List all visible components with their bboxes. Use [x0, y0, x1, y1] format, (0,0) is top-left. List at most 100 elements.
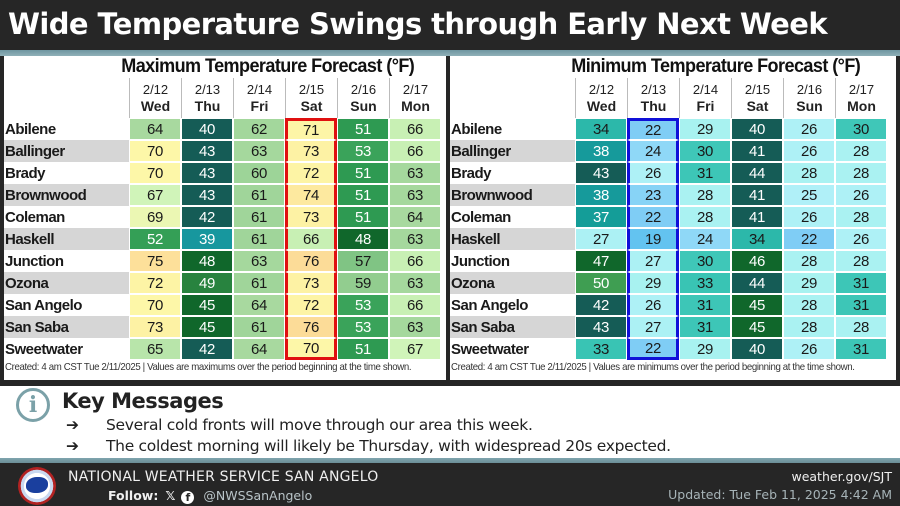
- x-social-icon[interactable]: 𝕏: [165, 488, 176, 503]
- temperature-cell: 43: [181, 162, 233, 184]
- temperature-cell: 57: [337, 250, 389, 272]
- max-temp-title: Maximum Temperature Forecast (°F): [121, 56, 415, 77]
- temperature-cell: 38: [575, 140, 627, 162]
- title-bar: Wide Temperature Swings through Early Ne…: [0, 0, 900, 50]
- min-temp-table: 2/12 Wed 2/13 Thu 2/14 Fri 2/15 Sat 2/16 Sun 2/17 M…: [450, 78, 887, 360]
- temperature-cell: 61: [233, 316, 285, 338]
- column-header: 2/13 Thu: [181, 78, 233, 118]
- min-temp-panel: Minimum Temperature Forecast (°F) 2/12 We…: [450, 56, 896, 380]
- temperature-cell: 28: [835, 206, 887, 228]
- column-date: 2/16: [350, 82, 377, 97]
- temperature-cell: 64: [129, 118, 181, 140]
- accent-strip: [0, 50, 900, 56]
- temperature-cell: 59: [337, 272, 389, 294]
- city-name: San Saba: [450, 316, 575, 338]
- temperature-cell: 67: [389, 338, 441, 360]
- city-name: Coleman: [450, 206, 575, 228]
- column-day: Sat: [746, 98, 769, 114]
- temperature-cell: 47: [575, 250, 627, 272]
- footer-accent-strip: [0, 458, 900, 463]
- table-row: San Saba 73 45 61 76 53 63: [4, 316, 441, 338]
- column-date: 2/17: [402, 82, 429, 97]
- temperature-cell: 30: [679, 140, 731, 162]
- key-message-item: ➔ The coldest morning will likely be Thur…: [66, 437, 671, 455]
- temperature-cell: 51: [337, 206, 389, 228]
- temperature-cell: 70: [129, 162, 181, 184]
- temperature-cell: 76: [285, 250, 337, 272]
- table-row: Abilene 34 22 29 40 26 30: [450, 118, 887, 140]
- temperature-cell: 40: [731, 338, 783, 360]
- temperature-cell: 43: [575, 162, 627, 184]
- table-row: San Angelo 70 45 64 72 53 66: [4, 294, 441, 316]
- table-row: San Angelo 42 26 31 45 28 31: [450, 294, 887, 316]
- temperature-cell: 64: [233, 338, 285, 360]
- temperature-cell: 63: [389, 272, 441, 294]
- column-header: 2/16 Sun: [783, 78, 835, 118]
- temperature-cell: 28: [835, 140, 887, 162]
- follow-row: Follow: 𝕏 f @NWSSanAngelo: [108, 488, 312, 504]
- temperature-cell: 25: [783, 184, 835, 206]
- temperature-cell: 63: [233, 250, 285, 272]
- column-date: 2/13: [640, 82, 667, 97]
- table-row: Junction 47 27 30 46 28 28: [450, 250, 887, 272]
- temperature-cell: 51: [337, 184, 389, 206]
- city-name: Brady: [450, 162, 575, 184]
- header-corner: [450, 78, 575, 118]
- temperature-cell: 51: [337, 162, 389, 184]
- temperature-cell: 61: [233, 272, 285, 294]
- column-header: 2/14 Fri: [233, 78, 285, 118]
- temperature-cell: 44: [731, 272, 783, 294]
- city-name: San Angelo: [450, 294, 575, 316]
- city-name: Brownwood: [450, 184, 575, 206]
- facebook-icon[interactable]: f: [181, 491, 195, 504]
- temperature-cell: 27: [627, 316, 679, 338]
- arrow-right-icon: ➔: [66, 416, 79, 434]
- temperature-cell: 40: [181, 118, 233, 140]
- temperature-cell: 43: [181, 140, 233, 162]
- temperature-cell: 46: [731, 250, 783, 272]
- temperature-cell: 28: [679, 206, 731, 228]
- temperature-cell: 22: [627, 206, 679, 228]
- column-day: Thu: [640, 98, 667, 114]
- temperature-cell: 41: [731, 184, 783, 206]
- table-row: Junction 75 48 63 76 57 66: [4, 250, 441, 272]
- city-name: San Angelo: [4, 294, 129, 316]
- social-handle[interactable]: @NWSSanAngelo: [203, 488, 313, 503]
- table-row: Brady 43 26 31 44 28 28: [450, 162, 887, 184]
- temperature-cell: 48: [337, 228, 389, 250]
- temperature-cell: 45: [181, 316, 233, 338]
- temperature-cell: 63: [389, 228, 441, 250]
- column-date: 2/14: [692, 82, 719, 97]
- footer: NATIONAL WEATHER SERVICE SAN ANGELO Foll…: [0, 463, 900, 506]
- column-day: Wed: [586, 98, 617, 114]
- temperature-cell: 73: [285, 206, 337, 228]
- temperature-cell: 45: [731, 316, 783, 338]
- city-name: Junction: [4, 250, 129, 272]
- city-name: San Saba: [4, 316, 129, 338]
- temperature-cell: 61: [233, 206, 285, 228]
- city-name: Coleman: [4, 206, 129, 228]
- page-title: Wide Temperature Swings through Early Ne…: [8, 7, 828, 41]
- temperature-cell: 61: [233, 228, 285, 250]
- city-name: Abilene: [450, 118, 575, 140]
- city-name: Abilene: [4, 118, 129, 140]
- temperature-cell: 73: [129, 316, 181, 338]
- website-link[interactable]: weather.gov/SJT: [791, 469, 892, 484]
- temperature-cell: 42: [181, 338, 233, 360]
- temperature-cell: 22: [627, 338, 679, 360]
- temperature-cell: 50: [575, 272, 627, 294]
- temperature-cell: 26: [783, 140, 835, 162]
- temperature-cell: 29: [679, 118, 731, 140]
- temperature-cell: 72: [129, 272, 181, 294]
- column-header: 2/12 Wed: [575, 78, 627, 118]
- temperature-cell: 45: [731, 294, 783, 316]
- info-icon: i: [16, 388, 50, 422]
- temperature-cell: 53: [337, 316, 389, 338]
- column-date: 2/14: [246, 82, 273, 97]
- temperature-cell: 28: [783, 316, 835, 338]
- temperature-cell: 43: [575, 316, 627, 338]
- temperature-cell: 27: [627, 250, 679, 272]
- temperature-cell: 23: [627, 184, 679, 206]
- temperature-cell: 33: [679, 272, 731, 294]
- table-row: Ballinger 70 43 63 73 53 66: [4, 140, 441, 162]
